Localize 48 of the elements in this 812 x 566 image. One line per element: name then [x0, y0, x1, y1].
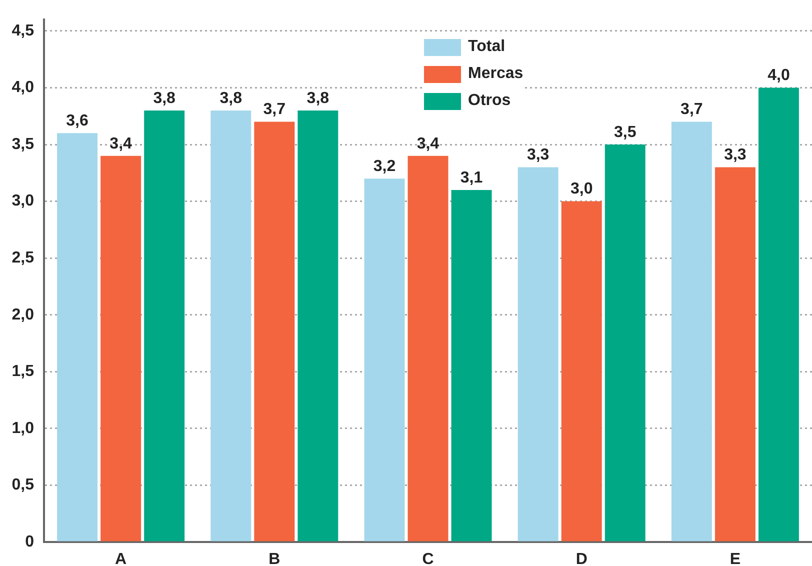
y-tick-label: 1,0	[12, 420, 34, 437]
y-tick-label: 0	[25, 533, 34, 550]
data-label: 3,3	[724, 146, 746, 164]
data-label: 3,7	[263, 101, 286, 118]
bar	[518, 167, 558, 542]
data-label: 3,6	[66, 112, 88, 130]
y-tick-label: 2,0	[12, 306, 34, 324]
data-label: 3,4	[110, 135, 132, 152]
data-label: 3,8	[306, 90, 330, 107]
x-tick-label: D	[576, 551, 588, 566]
data-label: 3,2	[373, 158, 396, 175]
x-tick-label: E	[730, 551, 741, 566]
bar	[561, 201, 602, 542]
y-tick-label: 2,5	[12, 249, 34, 266]
bar	[758, 88, 799, 542]
y-tick-label: 4,0	[12, 79, 34, 96]
y-tick-label: 3,5	[12, 136, 34, 153]
bar	[714, 167, 756, 542]
data-label: 3,8	[220, 90, 242, 107]
data-label: 3,8	[153, 90, 176, 107]
y-tick-label: 1,5	[12, 363, 34, 380]
bar	[451, 190, 492, 542]
bar	[57, 133, 98, 542]
data-label: 3,3	[526, 146, 550, 164]
data-label: 3,4	[416, 135, 440, 152]
data-label: 4,0	[768, 67, 790, 84]
bar	[254, 122, 295, 542]
bar	[364, 178, 405, 542]
y-tick-label: 3,0	[12, 192, 34, 210]
bar	[408, 156, 448, 542]
x-tick-label: C	[422, 551, 434, 566]
data-label: 3,1	[460, 169, 483, 186]
bar	[100, 156, 142, 542]
x-tick-label: B	[268, 551, 280, 566]
bar	[144, 110, 185, 542]
legend-label: Total	[468, 38, 506, 56]
data-label: 3,0	[570, 180, 593, 198]
data-label: 3,5	[614, 124, 636, 141]
bar	[604, 144, 646, 542]
y-tick-label: 0,5	[12, 476, 34, 494]
legend-label: Otros	[468, 92, 511, 110]
bar	[298, 110, 338, 542]
y-tick-label: 4,5	[12, 22, 34, 40]
bar	[671, 122, 712, 542]
bar	[210, 110, 252, 542]
legend-label: Mercas	[468, 65, 524, 84]
x-tick-label: A	[115, 551, 128, 566]
data-label: 3,7	[680, 101, 703, 118]
